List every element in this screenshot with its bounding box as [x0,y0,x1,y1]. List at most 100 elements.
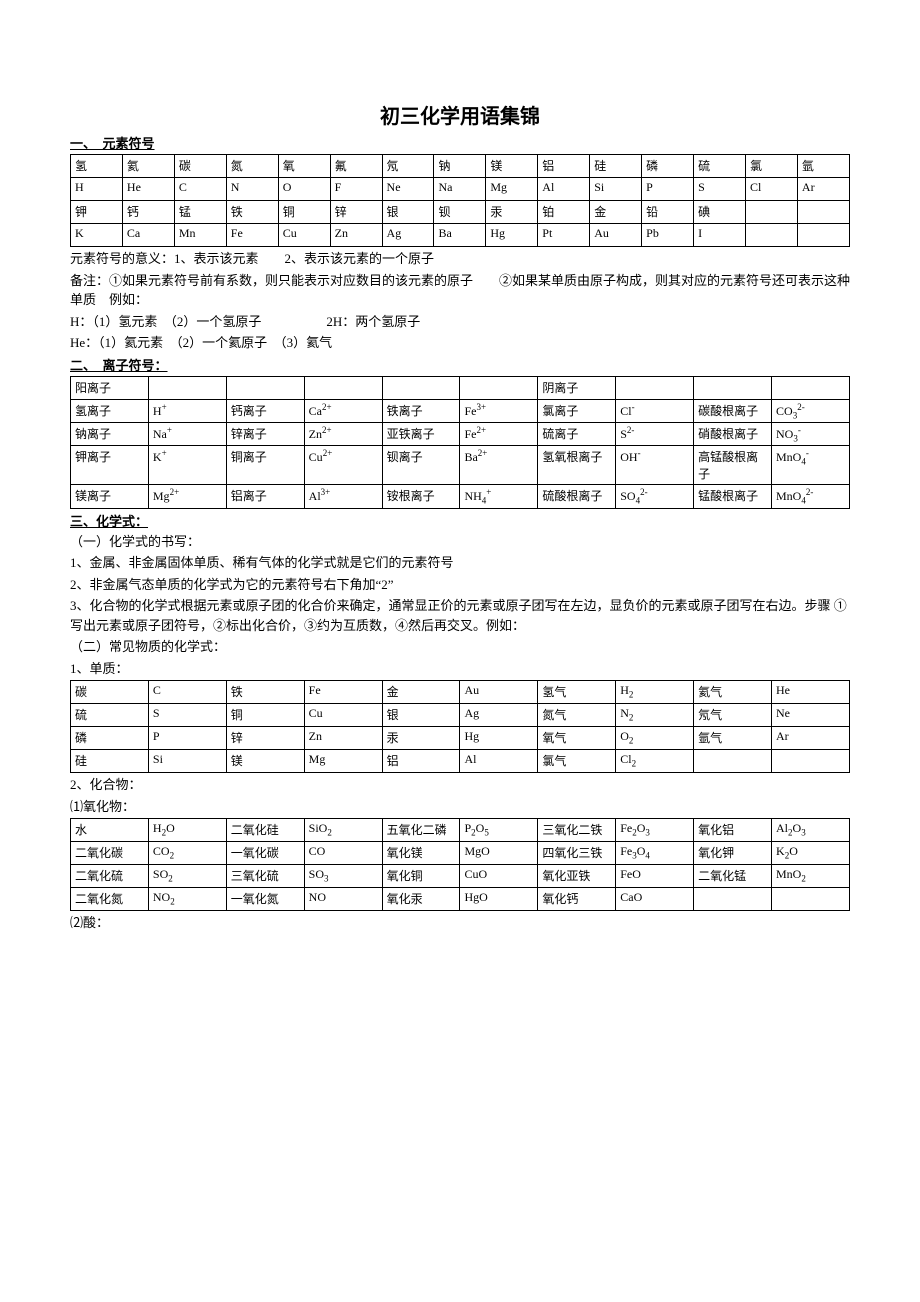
table-cell: 钡离子 [382,446,460,485]
table-cell: S2- [616,422,694,445]
table-cell: 二氧化锰 [694,865,772,888]
text: （二）常见物质的化学式： [70,637,850,657]
table-cell: 铜 [226,704,304,727]
table-cell: NH4+ [460,485,538,508]
table-cell: Zn2+ [304,422,382,445]
table-cell: 硝酸根离子 [694,422,772,445]
table-cell: 锌 [226,727,304,750]
table-cell: 钡 [434,201,486,224]
table-cell: Mg [486,178,538,201]
table-cell [694,888,772,911]
table-cell: 钠离子 [71,422,149,445]
page-title: 初三化学用语集锦 [70,100,850,129]
table-cell: Pb [642,224,694,247]
table-cell: 锰酸根离子 [694,485,772,508]
table-cell: Ba2+ [460,446,538,485]
table-cell [304,376,382,399]
table-cell: 氦气 [694,681,772,704]
table-cell: Zn [330,224,382,247]
table-cell: 铜 [278,201,330,224]
table-cell: N2 [616,704,694,727]
table-cell: F [330,178,382,201]
table-cell: Mn [174,224,226,247]
table-cell: 氢氧根离子 [538,446,616,485]
table-cell: 阳离子 [71,376,149,399]
table-cell: 硫离子 [538,422,616,445]
table-cell: 金 [382,681,460,704]
table-cell: Al [460,750,538,773]
table-cell: Au [460,681,538,704]
text: 1、金属、非金属固体单质、稀有气体的化学式就是它们的元素符号 [70,553,850,573]
text: 1、单质： [70,659,850,679]
table-cell: S [694,178,746,201]
table-cell: Zn [304,727,382,750]
table-cell [460,376,538,399]
table-cell [694,376,772,399]
table-cell: P2O5 [460,819,538,842]
table-cell: 氧 [278,155,330,178]
table-cell: 钙离子 [226,399,304,422]
table-cell: Cl [745,178,797,201]
element-symbol-table: 氢氦碳氮氧氟氖钠镁铝硅磷硫氯氩HHeCNOFNeNaMgAlSiPSClAr钾钙… [70,154,850,247]
table-cell: 氦 [122,155,174,178]
table-cell: Au [590,224,642,247]
table-cell: Cu2+ [304,446,382,485]
table-cell: 碘 [694,201,746,224]
table-cell: Al3+ [304,485,382,508]
table-cell: 铁离子 [382,399,460,422]
table-cell: 二氧化硫 [71,865,149,888]
table-cell: 氢气 [538,681,616,704]
table-cell: Fe3+ [460,399,538,422]
table-cell: 锰 [174,201,226,224]
table-cell [148,376,226,399]
table-cell: Fe [226,224,278,247]
table-cell [694,750,772,773]
table-cell: 铜离子 [226,446,304,485]
table-cell: H+ [148,399,226,422]
table-cell: 氮 [226,155,278,178]
table-cell: 氟 [330,155,382,178]
table-cell: Ba [434,224,486,247]
table-cell: 硅 [71,750,149,773]
table-cell: 氧化铝 [694,819,772,842]
table-cell: 铁 [226,681,304,704]
table-cell: 镁 [486,155,538,178]
table-cell: 硫 [694,155,746,178]
table-cell: He [122,178,174,201]
table-cell: 硫酸根离子 [538,485,616,508]
table-cell: Cl- [616,399,694,422]
table-cell: CuO [460,865,538,888]
table-cell: Ar [797,178,849,201]
table-cell [797,201,849,224]
table-cell: P [642,178,694,201]
table-cell: FeO [616,865,694,888]
table-cell: P [148,727,226,750]
table-cell: Ca2+ [304,399,382,422]
table-cell: 银 [382,201,434,224]
table-cell: 硫 [71,704,149,727]
table-cell: 铝 [382,750,460,773]
oxide-table: 水H2O二氧化硅SiO2五氧化二磷P2O5三氧化二铁Fe2O3氧化铝Al2O3二… [70,818,850,911]
table-cell: O2 [616,727,694,750]
section-1-heading: 一、 元素符号 [70,133,850,152]
section-2-heading: 二、 离子符号： [70,355,850,374]
table-cell: I [694,224,746,247]
table-cell: 银 [382,704,460,727]
table-cell: He [772,681,850,704]
table-cell: 碳酸根离子 [694,399,772,422]
table-cell: 氯气 [538,750,616,773]
table-cell: Na [434,178,486,201]
section-3-heading: 三、化学式： [70,511,850,530]
table-cell: CO32- [772,399,850,422]
table-cell: Al2O3 [772,819,850,842]
table-cell: Mg2+ [148,485,226,508]
table-cell: MnO4- [772,446,850,485]
table-cell: Ca [122,224,174,247]
table-cell: 氯 [745,155,797,178]
table-cell: 氯离子 [538,399,616,422]
table-cell: Fe [304,681,382,704]
text: ⑵酸： [70,913,850,933]
table-cell: 氮气 [538,704,616,727]
table-cell [797,224,849,247]
table-cell: SO42- [616,485,694,508]
